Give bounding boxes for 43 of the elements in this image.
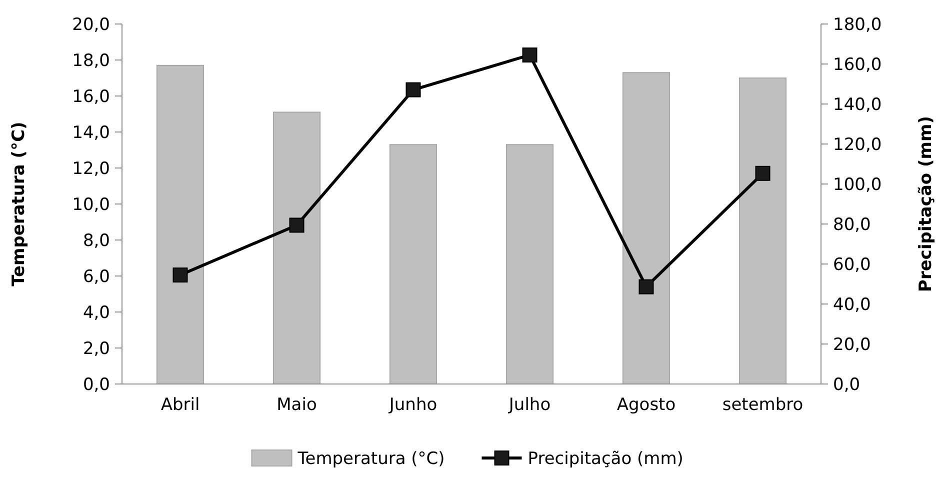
y-tick-label: 20,0 xyxy=(72,14,110,35)
y-axis-title: Temperatura (°C) xyxy=(9,122,29,286)
point xyxy=(289,218,304,233)
y-tick-label: 0,0 xyxy=(82,374,110,395)
point xyxy=(172,268,188,282)
y2-tick-label: 180,0 xyxy=(833,14,882,35)
x-tick-label: Julho xyxy=(508,395,551,415)
y2-tick-label: 40,0 xyxy=(833,294,871,315)
y-tick-label: 10,0 xyxy=(72,194,110,215)
y2-tick-label: 80,0 xyxy=(833,214,871,235)
x-tick-label: Abril xyxy=(160,395,200,415)
y-tick-label: 16,0 xyxy=(72,86,110,107)
y2-tick-label: 100,0 xyxy=(833,174,882,195)
y-tick-label: 4,0 xyxy=(82,302,110,323)
point xyxy=(406,82,421,98)
bar xyxy=(156,64,204,384)
x-tick-label: Maio xyxy=(276,395,317,415)
y2-tick-label: 120,0 xyxy=(833,134,882,155)
y-tick-label: 2,0 xyxy=(82,338,110,359)
x-tick-label: Junho xyxy=(388,395,438,415)
y2-tick-label: 140,0 xyxy=(833,94,882,115)
bar xyxy=(738,78,787,384)
y-tick-label: 14,0 xyxy=(72,122,110,143)
y2-tick-label: 60,0 xyxy=(833,254,871,275)
bar xyxy=(506,144,554,384)
y2-axis-title: Precipitação (mm) xyxy=(916,116,936,292)
point xyxy=(522,48,538,62)
point xyxy=(755,166,770,181)
y2-tick-label: 160,0 xyxy=(833,54,882,75)
x-tick-label: setembro xyxy=(722,395,804,415)
legend-label: Temperatura (°C) xyxy=(296,448,445,469)
bar xyxy=(272,112,321,384)
y2-tick-label: 0,0 xyxy=(833,374,860,395)
point xyxy=(638,279,654,294)
y-tick-label: 18,0 xyxy=(72,50,110,71)
y2-tick-label: 20,0 xyxy=(833,334,871,355)
y-tick-label: 12,0 xyxy=(72,158,110,179)
legend-label: Precipitação (mm) xyxy=(528,448,684,469)
x-tick-label: Agosto xyxy=(616,395,676,415)
y-tick-label: 8,0 xyxy=(82,230,110,251)
y-tick-label: 6,0 xyxy=(82,266,110,287)
bar xyxy=(389,144,438,384)
bar xyxy=(622,72,670,384)
